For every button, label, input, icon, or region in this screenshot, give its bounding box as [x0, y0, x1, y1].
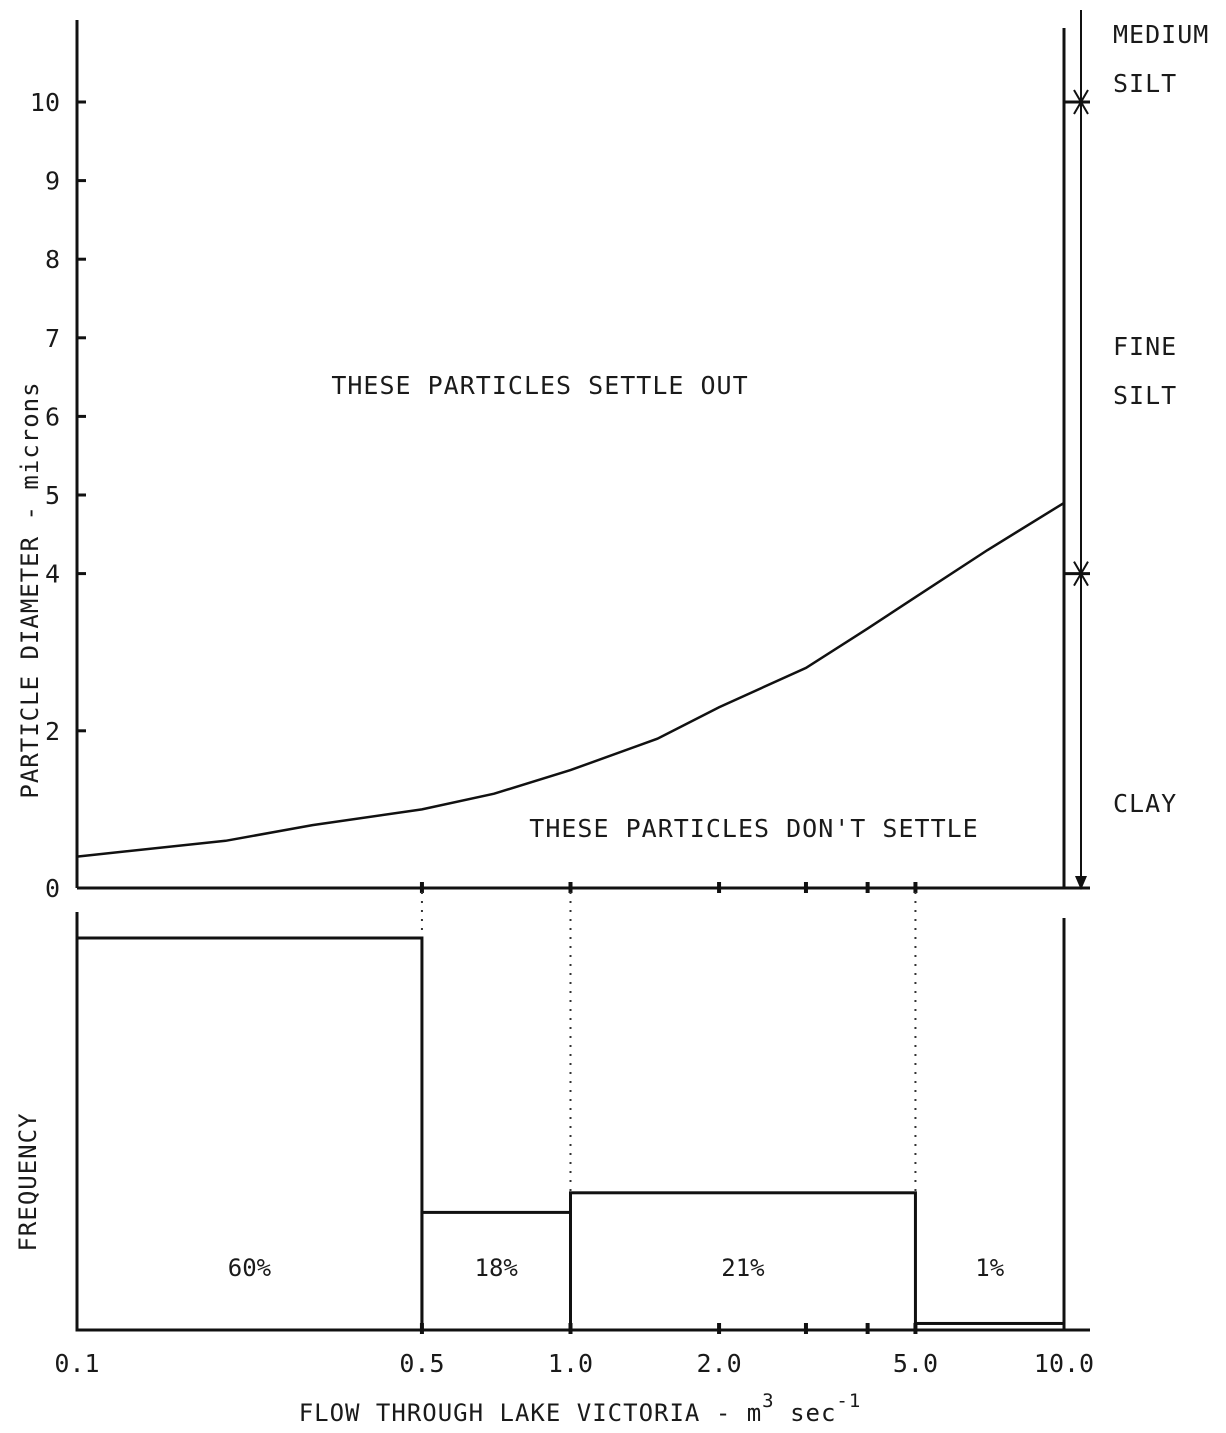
y-tick-label: 9 [45, 167, 60, 196]
x-tick-label: 0.5 [399, 1349, 444, 1378]
x-tick-label: 0.1 [54, 1349, 99, 1378]
class-boundary-arrow [1073, 100, 1089, 115]
top-y-ticks: 0 2 4 5 6 7 8 9 10 [30, 88, 86, 903]
settle-out-label: THESE PARTICLES SETTLE OUT [331, 371, 748, 400]
x-axis-title-mid: sec [775, 1399, 837, 1427]
histogram-bars [75, 936, 1066, 1332]
bin-percent-label: 21% [721, 1254, 765, 1282]
size-class-label: CLAY [1113, 789, 1177, 818]
threshold-curve [76, 501, 1065, 858]
x-axis-title-sup2: -1 [836, 1390, 861, 1412]
x-tick-label: 1.0 [548, 1349, 593, 1378]
class-boundary-arrow [1073, 571, 1089, 587]
bin-percent-label: 18% [475, 1254, 519, 1282]
bottom-x-ticks [419, 1323, 918, 1334]
axis-arrow-head [1075, 876, 1087, 890]
y-tick-label: 4 [45, 560, 60, 589]
x-tick-label: 10.0 [1034, 1349, 1094, 1378]
bin-percent-label: 60% [228, 1254, 272, 1282]
bin-dividers [420, 892, 917, 1200]
size-class-labels: MEDIUM SILT FINE SILT CLAY [1113, 20, 1209, 818]
size-class-label: SILT [1113, 69, 1177, 98]
x-axis-title: FLOW THROUGH LAKE VICTORIA - m3 sec-1 [299, 1390, 862, 1427]
y-tick-label: 5 [45, 481, 60, 510]
dont-settle-label: THESE PARTICLES DON'T SETTLE [529, 814, 978, 843]
y-axis-title: PARTICLE DIAMETER - microns [16, 381, 44, 798]
top-x-ticks [419, 882, 918, 893]
x-tick-label: 2.0 [696, 1349, 741, 1378]
size-class-label: FINE [1113, 332, 1177, 361]
bottom-x-labels: 0.1 0.5 1.0 2.0 5.0 10.0 [54, 1349, 1094, 1378]
y-tick-label: 8 [45, 245, 60, 274]
bin-percent-label: 1% [975, 1254, 1004, 1282]
bin-labels: 60% 18% 21% 1% [228, 1254, 1005, 1282]
histogram-bar [569, 1191, 917, 1332]
size-class-label: SILT [1113, 381, 1177, 410]
histogram-bar [75, 936, 424, 1332]
size-class-markers [1064, 89, 1090, 890]
y-tick-label: 2 [45, 717, 60, 746]
x-axis-title-base: FLOW THROUGH LAKE VICTORIA - m [299, 1399, 762, 1427]
x-axis-title-sup1: 3 [762, 1390, 774, 1412]
y-tick-label: 7 [45, 324, 60, 353]
size-class-label: MEDIUM [1113, 20, 1209, 49]
frequency-panel: 60% 18% 21% 1% 0.1 0.5 1.0 2.0 5.0 10.0 FREQUENC… [14, 892, 1094, 1427]
histogram-bar [913, 1321, 1066, 1332]
x-tick-label: 5.0 [893, 1349, 938, 1378]
y-tick-label: 0 [45, 874, 60, 903]
diameter-panel: 0 2 4 5 6 7 8 9 10 PARTICLE DIAMETER - microns T… [16, 10, 1209, 903]
y-tick-label: 6 [45, 402, 60, 431]
frequency-axis-title: FREQUENCY [14, 1112, 42, 1251]
y-tick-label: 10 [30, 88, 60, 117]
